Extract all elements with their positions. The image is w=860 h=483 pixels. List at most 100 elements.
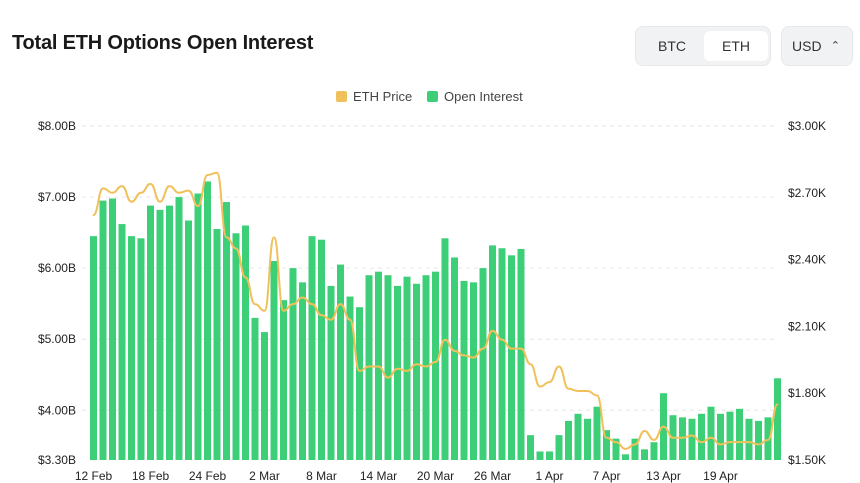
open-interest-bar [166, 205, 173, 460]
y-axis-right-tick: $2.10K [788, 319, 826, 333]
open-interest-bar [688, 418, 696, 460]
open-interest-bar [232, 233, 240, 460]
open-interest-bar [109, 198, 116, 460]
x-axis-tick: 18 Feb [132, 469, 170, 483]
open-interest-bar [185, 220, 192, 460]
currency-select[interactable]: USD ⌃ [781, 26, 853, 66]
open-interest-bar [441, 238, 449, 460]
open-interest-bar [289, 268, 297, 460]
open-interest-bar [242, 225, 249, 460]
open-interest-bar [270, 261, 278, 460]
open-interest-bar [460, 280, 468, 460]
eth-price-line [92, 171, 779, 450]
open-interest-bar [90, 236, 97, 460]
open-interest-bar [641, 449, 648, 460]
open-interest-bar [327, 285, 335, 460]
open-interest-bar [498, 248, 506, 460]
currency-label: USD [792, 38, 822, 54]
x-axis-tick: 14 Mar [360, 469, 397, 483]
open-interest-bar [118, 224, 126, 460]
open-interest-bar [318, 239, 325, 460]
x-axis-tick: 24 Feb [189, 469, 227, 483]
x-axis-tick: 12 Feb [75, 469, 113, 483]
open-interest-bar [147, 205, 154, 460]
open-interest-bar [223, 202, 230, 460]
x-axis-labels: 12 Feb 18 Feb 24 Feb 2 Mar 8 Mar 14 Mar 20 Mar… [75, 469, 738, 483]
y-axis-left-tick: $5.00B [38, 332, 76, 346]
open-interest-bar [337, 264, 344, 460]
open-interest-bar [128, 236, 135, 460]
x-axis-tick: 1 Apr [535, 469, 563, 483]
open-interest-bar [755, 420, 762, 460]
y-axis-right-tick: $2.70K [788, 186, 826, 200]
x-axis-tick: 13 Apr [646, 469, 681, 483]
open-interest-bar [470, 282, 477, 460]
open-interest-bar [517, 248, 525, 460]
x-axis-tick: 19 Apr [703, 469, 738, 483]
open-interest-bar [546, 451, 553, 460]
x-axis-tick: 26 Mar [474, 469, 511, 483]
y-axis-right-tick: $1.80K [788, 386, 826, 400]
y-axis-left-labels: $3.30B $4.00B $5.00B $6.00B $7.00B $8.00B [38, 119, 76, 467]
y-axis-left-tick: $8.00B [38, 119, 76, 133]
open-interest-bar [698, 413, 705, 460]
y-axis-left-tick: $4.00B [38, 403, 76, 417]
open-interest-bar [745, 418, 753, 460]
x-axis-tick: 20 Mar [417, 469, 454, 483]
y-axis-left-tick: $7.00B [38, 190, 76, 204]
legend-swatch [427, 91, 438, 102]
open-interest-bar [261, 332, 268, 460]
open-interest-bar [204, 181, 211, 460]
open-interest-bar [99, 200, 107, 461]
open-interest-bar [612, 438, 620, 460]
open-interest-bar [565, 420, 572, 460]
open-interest-bar [726, 411, 734, 460]
open-interest-bar [536, 451, 544, 460]
open-interest-bar [194, 193, 202, 461]
open-interest-bar [736, 408, 743, 460]
x-axis-tick: 2 Mar [249, 469, 280, 483]
open-interest-bar [346, 296, 354, 460]
legend-label: ETH Price [353, 89, 412, 104]
open-interest-bar [451, 257, 458, 460]
open-interest-bar [764, 417, 772, 460]
open-interest-bar [603, 430, 610, 460]
open-interest-bar [508, 255, 515, 460]
open-interest-bar [175, 197, 183, 460]
open-interest-bar [280, 300, 287, 460]
open-interest-bar [717, 413, 724, 460]
open-interest-bar [422, 275, 430, 460]
tab-btc[interactable]: BTC [658, 38, 686, 54]
open-interest-bar [527, 435, 534, 460]
y-axis-right-labels: $1.50K $1.80K $2.10K $2.40K $2.70K $3.00K [788, 119, 826, 467]
open-interest-bar [432, 271, 439, 460]
open-interest-bar [650, 442, 658, 460]
updown-chevron-icon: ⌃ [830, 40, 840, 52]
open-interest-bar [707, 406, 715, 460]
open-interest-bar [365, 275, 373, 460]
asset-toggle: BTC ETH [635, 26, 771, 66]
open-interest-bar [156, 209, 164, 460]
open-interest-bar [479, 268, 487, 460]
y-axis-left-tick: $6.00B [38, 261, 76, 275]
open-interest-bar [213, 229, 221, 460]
open-interest-bar [574, 413, 582, 460]
y-axis-left-tick: $3.30B [38, 453, 76, 467]
y-axis-right-tick: $2.40K [788, 253, 826, 267]
open-interest-bar [394, 285, 401, 460]
open-interest-bar [251, 317, 259, 460]
open-interest-bars [90, 181, 781, 461]
y-axis-right-tick: $1.50K [788, 453, 826, 467]
open-interest-bar [137, 238, 145, 460]
open-interest-bar [584, 418, 591, 460]
legend-swatch [336, 91, 347, 102]
open-interest-bar [384, 275, 392, 460]
open-interest-bar [489, 245, 496, 460]
tab-eth[interactable]: ETH [704, 31, 768, 61]
legend: ETH Price Open Interest [336, 89, 523, 104]
open-interest-bar [299, 282, 306, 460]
open-interest-bar [308, 236, 316, 460]
x-axis-tick: 7 Apr [592, 469, 620, 483]
open-interest-bar [356, 307, 363, 460]
